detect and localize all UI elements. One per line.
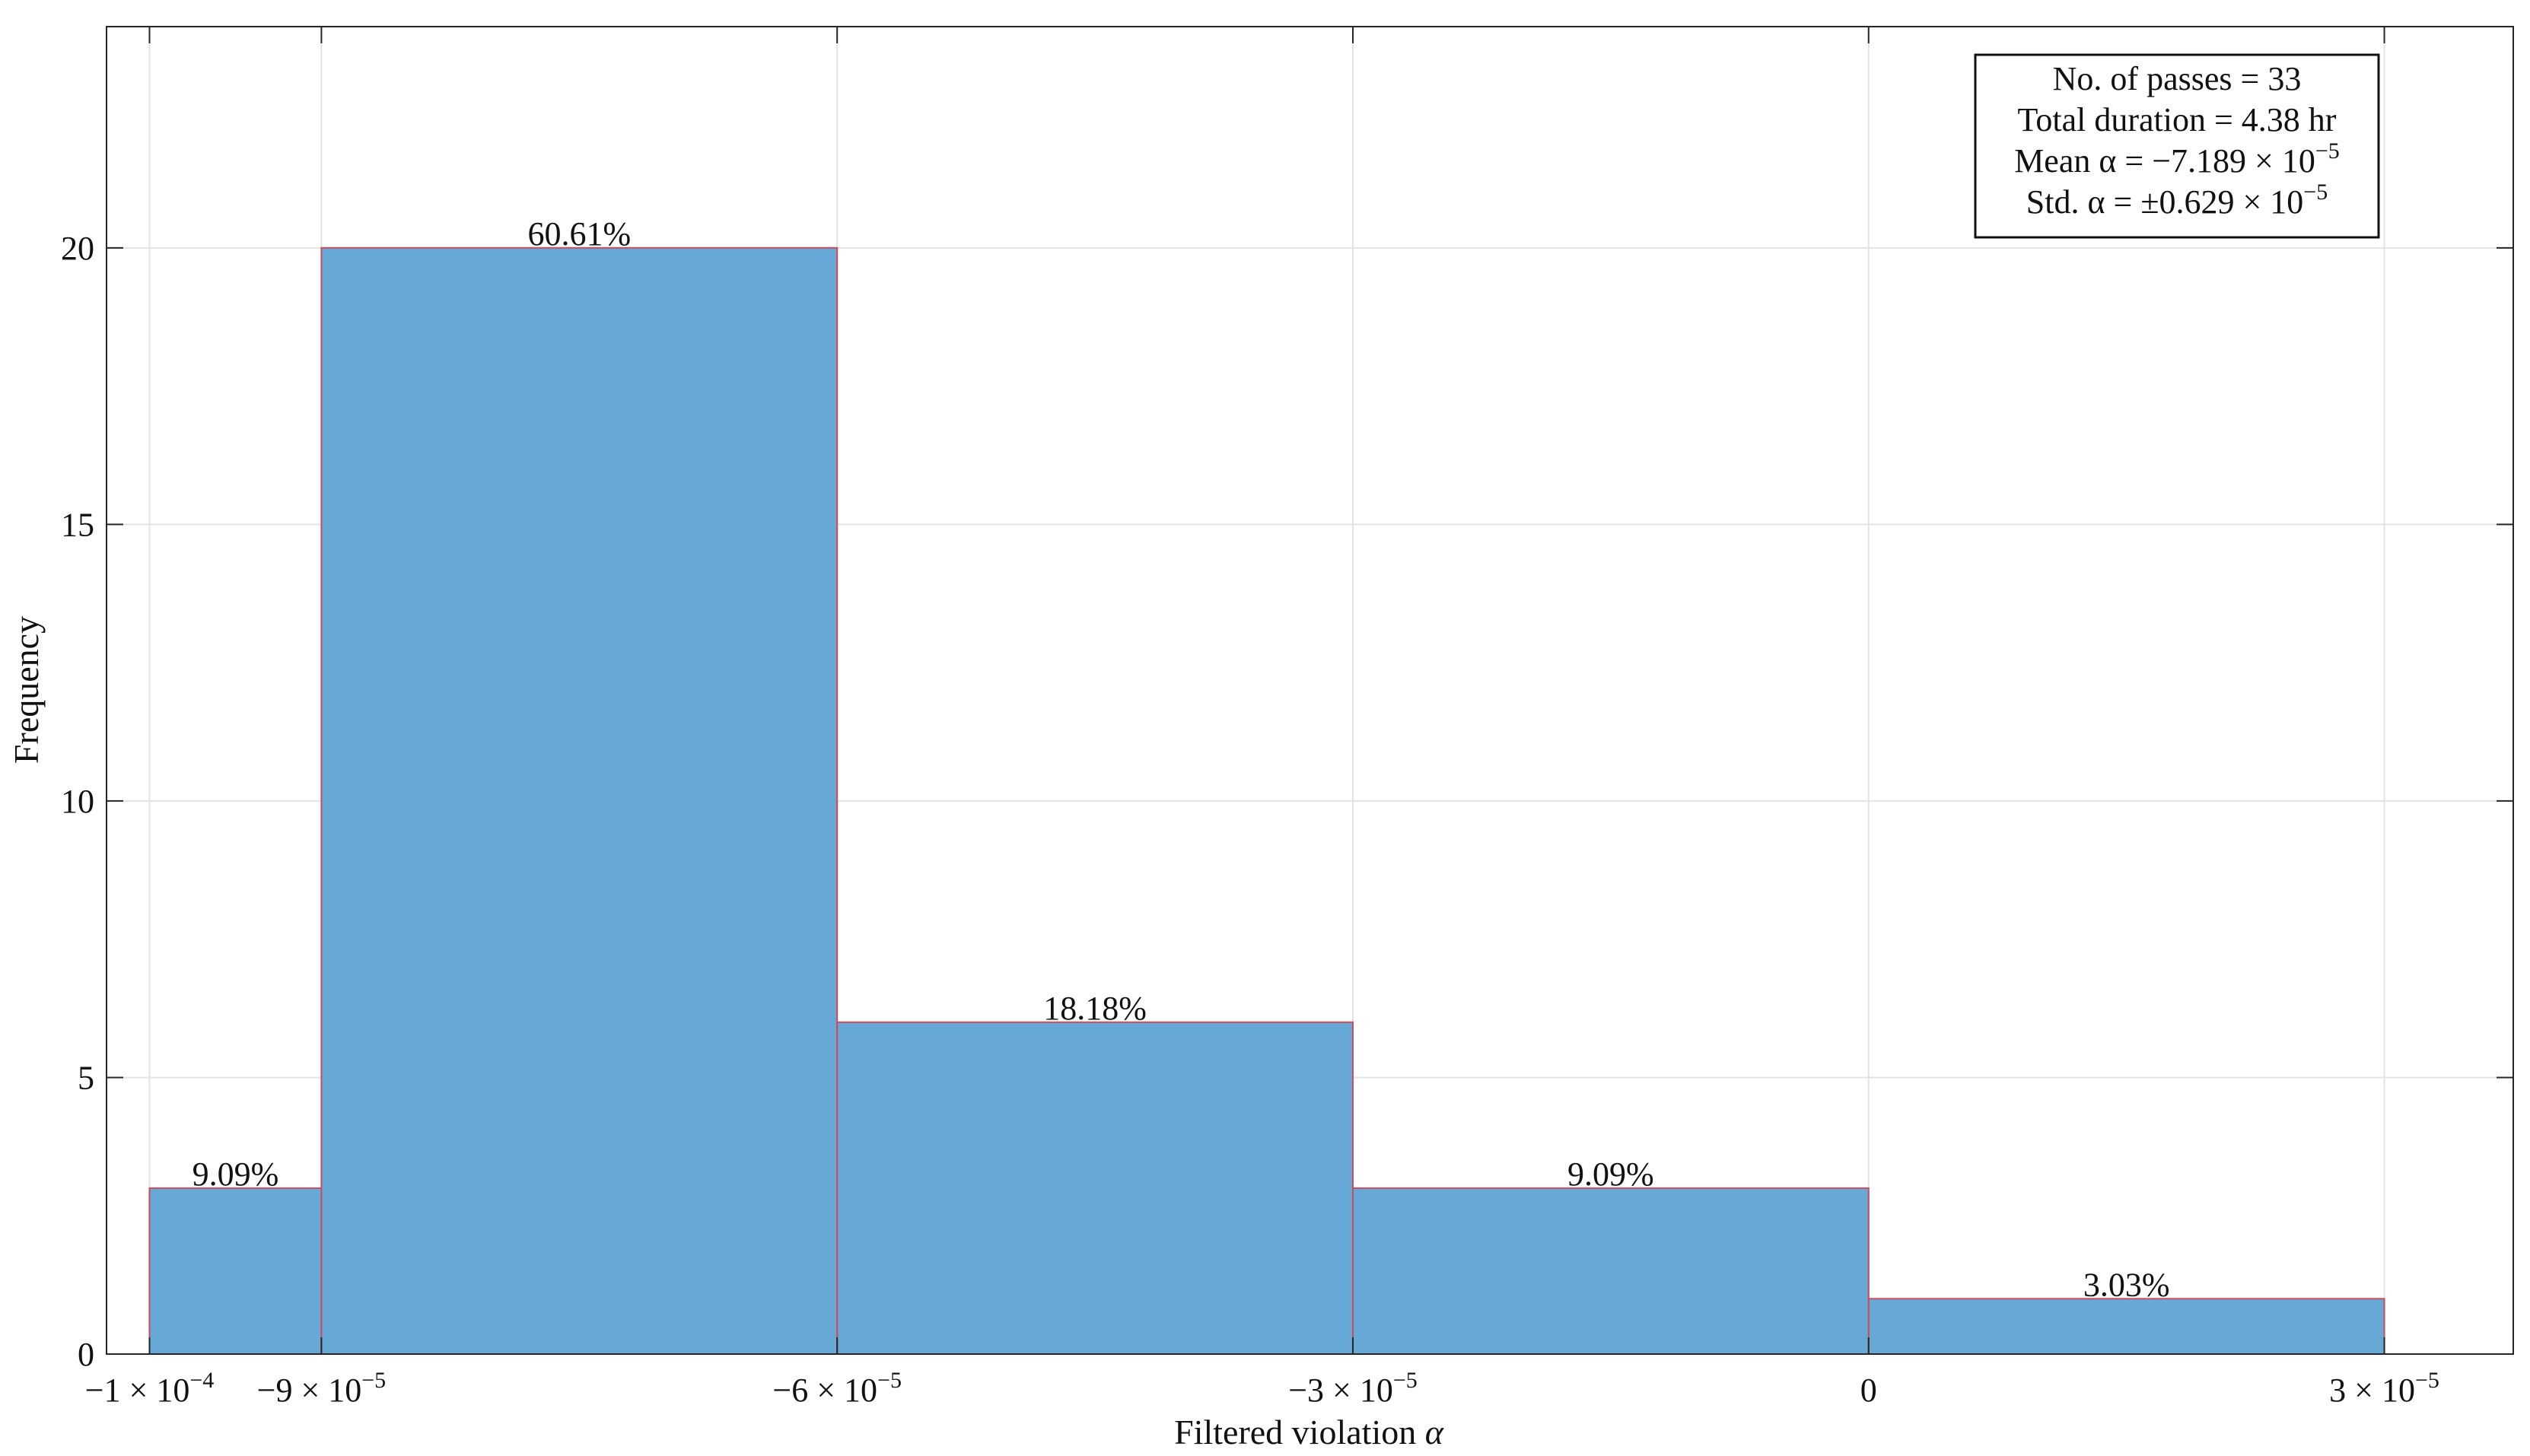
y-tick-label: 10 — [61, 783, 94, 820]
axis-ticks — [107, 27, 2513, 1355]
bar-value-label: 9.09% — [193, 1156, 279, 1193]
stats-line: Mean α = −7.189 × 10−5 — [2014, 138, 2340, 180]
bar-value-label: 60.61% — [527, 215, 631, 253]
x-tick-label: −3 × 10−5 — [1288, 1368, 1418, 1409]
y-tick-label: 0 — [78, 1336, 94, 1373]
histogram-bars — [148, 246, 2385, 1355]
histogram-bar — [148, 1187, 323, 1355]
stats-line: Total duration = 4.38 hr — [2018, 101, 2337, 138]
y-axis-title: Frequency — [7, 616, 46, 764]
bar-value-label: 18.18% — [1043, 990, 1147, 1027]
x-axis-title: Filtered violation α — [1174, 1413, 1444, 1451]
histogram-bar — [1867, 1298, 2385, 1355]
x-tick-label: −9 × 10−5 — [257, 1368, 387, 1409]
stats-line: No. of passes = 33 — [2053, 60, 2302, 97]
plot-frame — [106, 26, 2514, 1355]
histogram-bar — [836, 1021, 1354, 1355]
stats-line: Std. α = ±0.629 × 10−5 — [2026, 180, 2328, 221]
stats-annotation-box: No. of passes = 33 Total duration = 4.38 … — [1974, 53, 2380, 239]
histogram-bar — [1351, 1187, 1870, 1355]
bar-value-label: 3.03% — [2083, 1266, 2170, 1303]
histogram-bar — [320, 246, 839, 1355]
x-tick-label: −1 × 10−4 — [85, 1368, 215, 1409]
x-tick-label: 0 — [1860, 1372, 1877, 1409]
x-tick-label: 3 × 10−5 — [2329, 1368, 2439, 1409]
stats-box-frame — [1974, 53, 2380, 239]
y-tick-label: 20 — [61, 230, 94, 267]
bar-percentage-labels: 9.09% 60.61% 18.18% 9.09% 3.03% — [193, 215, 2170, 1303]
x-tick-label: −6 × 10−5 — [772, 1368, 902, 1409]
x-tick-labels: −1 × 10−4 −9 × 10−5 −6 × 10−5 −3 × 10−5 0 3 ×… — [85, 1368, 2439, 1409]
y-tick-label: 15 — [61, 506, 94, 543]
stats-lines: No. of passes = 33 Total duration = 4.38 … — [2014, 60, 2340, 221]
bar-value-label: 9.09% — [1567, 1156, 1654, 1193]
y-tick-label: 5 — [78, 1059, 94, 1096]
y-tick-labels: 0 5 10 15 20 — [61, 230, 94, 1373]
